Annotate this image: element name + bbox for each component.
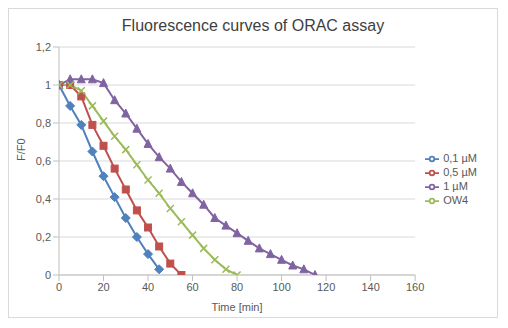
svg-text:F/F0: F/F0 [15,138,27,161]
svg-text:0,4: 0,4 [36,193,51,205]
svg-text:1: 1 [45,79,51,91]
svg-text:140: 140 [361,281,379,293]
svg-text:0: 0 [56,281,62,293]
svg-text:160: 160 [406,281,424,293]
svg-text:20: 20 [97,281,109,293]
html-text:Fluorescence curves of ORAC as: Fluorescence curves of ORAC assay [121,17,385,34]
svg-text:Time [min]: Time [min] [212,301,263,313]
svg-text:0: 0 [45,269,51,281]
html-text:0,5 µM: 0,5 µM [443,165,477,178]
svg-text:120: 120 [317,281,335,293]
svg-text:80: 80 [231,281,243,293]
svg-text:60: 60 [186,281,198,293]
svg-text:0,2: 0,2 [36,231,51,243]
svg-text:0,8: 0,8 [36,117,51,129]
svg-text:1,2: 1,2 [36,43,51,53]
html-text:OW4: OW4 [443,194,469,207]
html-text:1 µM: 1 µM [443,180,468,192]
svg-text:100: 100 [272,281,290,293]
html-text:0,1 µM: 0,1 µM [443,151,477,164]
svg-text:0,6: 0,6 [36,155,51,167]
svg-text:40: 40 [142,281,154,293]
